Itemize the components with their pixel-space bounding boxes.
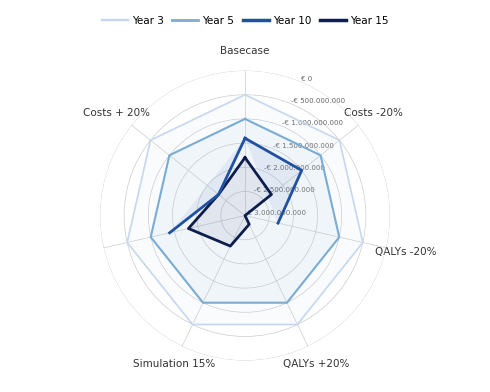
Polygon shape (127, 95, 363, 325)
Legend: Year 3, Year 5, Year 10, Year 15: Year 3, Year 5, Year 10, Year 15 (98, 12, 392, 30)
Polygon shape (189, 158, 271, 246)
Polygon shape (151, 119, 339, 303)
